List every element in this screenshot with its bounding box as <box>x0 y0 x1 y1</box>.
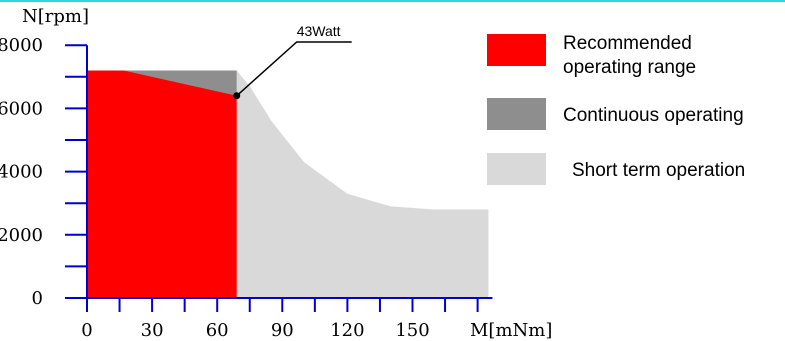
x-tick-label: 60 <box>206 320 229 341</box>
x-tick-label: 150 <box>395 320 429 341</box>
annotation-label: 43Watt <box>297 23 341 39</box>
x-tick-label: 30 <box>141 320 164 341</box>
region-recommended-operating-range <box>87 70 237 298</box>
x-tick-label: 0 <box>81 320 92 341</box>
annotation-leader-line <box>236 41 352 97</box>
y-tick-label: 8000 <box>0 35 43 56</box>
legend-label: Continuous operating <box>563 105 744 126</box>
top-border <box>0 0 785 2</box>
x-tick-label: 90 <box>271 320 294 341</box>
legend-swatch <box>487 98 546 130</box>
legend-label: operating range <box>563 57 696 78</box>
y-tick-label: 6000 <box>0 98 43 119</box>
x-axis-label: M[mNm] <box>470 320 552 341</box>
y-tick-label: 0 <box>32 288 43 309</box>
legend-label: Recommended <box>563 33 692 54</box>
y-axis-label: N[rpm] <box>22 6 89 27</box>
legend-label: Short term operation <box>572 160 745 181</box>
legend-swatch <box>487 34 546 66</box>
region-short-term-operation <box>236 70 489 298</box>
y-tick-label: 4000 <box>0 162 43 183</box>
legend-swatch <box>487 153 546 185</box>
x-tick-label: 120 <box>330 320 364 341</box>
y-tick-label: 2000 <box>0 225 43 246</box>
